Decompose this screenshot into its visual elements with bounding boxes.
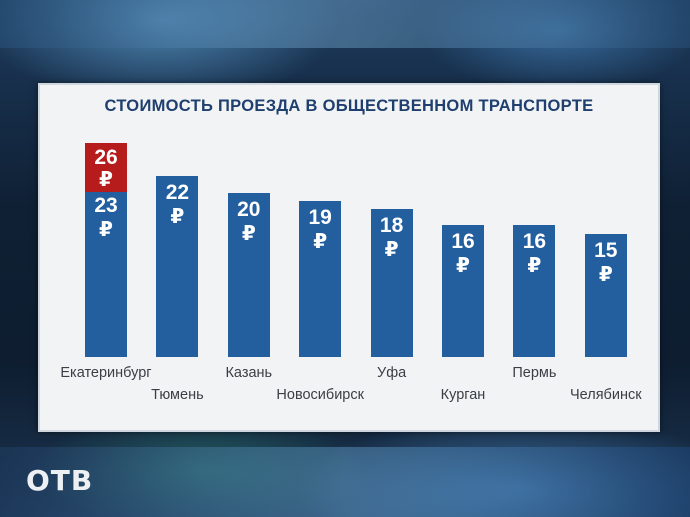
ruble-icon: ₽ [384, 239, 399, 262]
bar-5 [442, 225, 484, 357]
bar-value-label: 18 [379, 214, 404, 238]
category-label: Екатеринбург [60, 365, 152, 381]
bar-7 [584, 233, 627, 357]
bar-1 [156, 176, 199, 357]
bar-value-label: 22 [165, 181, 190, 205]
bar-3 [299, 200, 342, 357]
ruble-icon: ₽ [598, 263, 613, 286]
bar-0 [85, 191, 127, 357]
category-label: Челябинск [570, 387, 642, 403]
category-label: Казань [225, 365, 273, 381]
ruble-icon: ₽ [241, 222, 256, 245]
ruble-icon: ₽ [99, 218, 113, 241]
decorative-stripe-top [0, 0, 690, 48]
ruble-icon: ₽ [456, 255, 470, 278]
ruble-icon: ₽ [313, 230, 328, 253]
chart-title: СТОИМОСТЬ ПРОЕЗДА В ОБЩЕСТВЕННОМ ТРАНСПО… [104, 97, 594, 115]
bar-value-label: 23 [94, 193, 118, 217]
bar-4 [370, 209, 413, 357]
bar-value-label: 16 [522, 230, 547, 254]
bar-value-label: 15 [594, 238, 618, 262]
decorative-stripe-bottom [0, 447, 690, 517]
category-label: Уфа [376, 365, 407, 381]
ruble-icon: ₽ [170, 206, 185, 229]
category-label: Тюмень [151, 387, 204, 403]
bar-increase-segment [85, 143, 127, 192]
channel-logo: ОТВ [26, 464, 94, 497]
increase-value-label: 26 [94, 146, 118, 170]
bar-value-label: 20 [237, 197, 261, 221]
ruble-icon: ₽ [99, 169, 113, 192]
ruble-icon: ₽ [527, 255, 542, 278]
bar-value-label: 19 [308, 205, 332, 229]
chart-panel: СТОИМОСТЬ ПРОЕЗДА В ОБЩЕСТВЕННОМ ТРАНСПО… [38, 83, 660, 432]
category-label: Новосибирск [276, 387, 364, 403]
category-label: Пермь [512, 365, 557, 381]
bar-value-label: 16 [451, 230, 475, 254]
bar-6 [513, 225, 556, 357]
category-label: Курган [440, 387, 486, 403]
bar-2 [227, 192, 270, 357]
